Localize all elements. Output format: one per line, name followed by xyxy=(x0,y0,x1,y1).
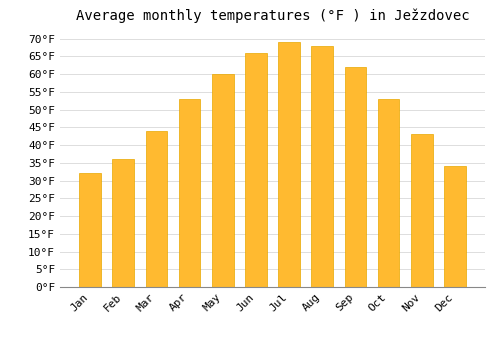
Bar xyxy=(212,74,234,287)
Bar xyxy=(80,174,101,287)
Bar xyxy=(179,99,201,287)
Bar xyxy=(245,53,266,287)
Bar xyxy=(378,99,400,287)
Bar xyxy=(146,131,167,287)
Bar xyxy=(112,159,134,287)
Bar xyxy=(444,166,466,287)
Title: Average monthly temperatures (°F ) in Ježzdovec: Average monthly temperatures (°F ) in Je… xyxy=(76,9,469,23)
Bar xyxy=(411,134,432,287)
Bar xyxy=(344,67,366,287)
Bar xyxy=(312,46,333,287)
Bar xyxy=(278,42,300,287)
